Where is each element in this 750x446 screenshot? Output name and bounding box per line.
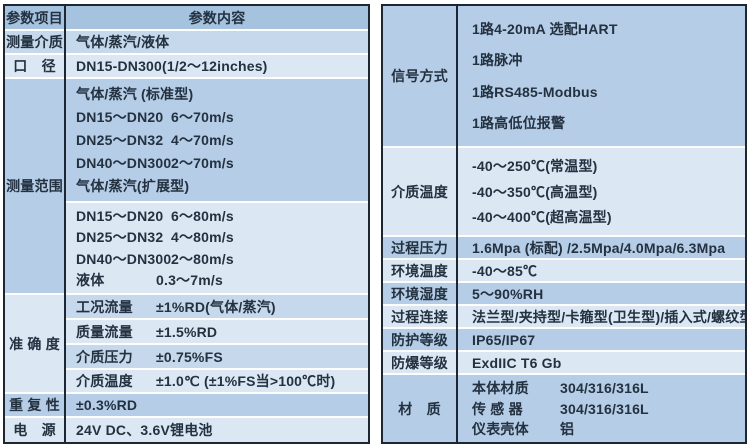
signal-line: 1路高低位报警	[472, 113, 745, 133]
param-content-header: 参数内容	[66, 6, 368, 29]
right-content-column: 1路4-20mA 选配HART 1路脉冲 1路RS485-Modbus 1路高低…	[456, 6, 745, 442]
signal-text: 1路高低位报警	[472, 114, 566, 131]
left-label-column: 参数项目 测量介质 口 径 测量范围 准 确 度 重 复 性 电 源	[5, 6, 64, 442]
range-text: 气体/蒸汽(扩展型)	[76, 178, 190, 194]
range-line: 气体/蒸汽(扩展型)	[76, 176, 368, 196]
range-speed: 4～70m/s	[171, 132, 234, 148]
accuracy-value: ±1%RD(气体/蒸汽)	[156, 298, 276, 315]
range-speed: 4～80m/s	[171, 229, 234, 246]
accuracy-value: ±0.75%FS	[156, 348, 223, 365]
signal-line: 1路4-20mA 选配HART	[472, 19, 745, 39]
row-label-pressure: 过程压力	[383, 235, 456, 258]
right-spec-table: 信号方式 介质温度 过程压力 环境温度 环境湿度 过程连接 防护等级 防爆等级 …	[381, 4, 747, 444]
range-text: 气体/蒸汽 (标准型)	[76, 86, 194, 102]
range-line: 液体 0.3～7m/s	[76, 270, 368, 290]
range-size: DN40～DN300	[76, 155, 172, 171]
row-label-medium-temp: 介质温度	[383, 146, 456, 235]
material-line: 仪表壳体 铝	[472, 419, 745, 439]
range-line: DN40～DN300 2～80m/s	[76, 249, 368, 269]
medium-temp-text: -40～400℃(超高温型)	[472, 209, 612, 226]
medium-temp-text: -40～250℃(常温型)	[472, 157, 598, 174]
accuracy-row: 质量流量 ±1.5%RD	[66, 318, 368, 343]
power-value: 24V DC、3.6V锂电池	[66, 416, 368, 442]
range-speed: 6～80m/s	[171, 208, 234, 225]
range-line: DN40～DN300 2～70m/s	[76, 153, 368, 173]
param-item-header: 参数项目	[5, 6, 64, 29]
accuracy-name: 工况流量	[76, 298, 133, 315]
ex-rating-value: ExdIIC T6 Gb	[458, 350, 745, 373]
material-line: 本体材质 304/316/316L	[472, 378, 745, 398]
material-value: 铝	[560, 421, 575, 438]
range-speed: 2～80m/s	[171, 250, 234, 267]
row-label-accuracy: 准 确 度	[5, 293, 64, 392]
range-size: DN25～DN32	[76, 229, 164, 246]
diameter-value: DN15-DN300(1/2～12inches)	[66, 53, 368, 77]
accuracy-name: 介质压力	[76, 348, 133, 365]
medium-temp-line: -40～350℃(高温型)	[472, 182, 745, 202]
range-size: DN40～DN300	[76, 250, 172, 267]
row-label-medium: 测量介质	[5, 29, 64, 53]
range-line: 气体/蒸汽 (标准型)	[76, 84, 368, 104]
range-speed: 6～70m/s	[171, 109, 234, 125]
range-line: DN25～DN32 4～80m/s	[76, 227, 368, 247]
material-lines: 本体材质 304/316/316L 传 感 器 304/316/316L 仪表壳体 铝	[458, 373, 745, 442]
row-label-ip-rating: 防护等级	[383, 327, 456, 350]
range-speed: 0.3～7m/s	[156, 271, 223, 288]
connection-value: 法兰型/夹持型/卡箍型(卫生型)/插入式/螺纹型	[458, 304, 745, 327]
row-label-ex-rating: 防爆等级	[383, 350, 456, 373]
accuracy-row: 介质压力 ±0.75%FS	[66, 343, 368, 368]
accuracy-name: 介质温度	[76, 373, 133, 389]
signal-text: 1路脉冲	[472, 52, 523, 69]
humidity-value: 5～90%RH	[458, 281, 745, 304]
signal-text: 1路RS485-Modbus	[472, 83, 598, 100]
row-label-power: 电 源	[5, 416, 64, 442]
row-label-connection: 过程连接	[383, 304, 456, 327]
repeatability-value: ±0.3%RD	[66, 392, 368, 416]
medium-temp-line: -40～250℃(常温型)	[472, 156, 745, 176]
signal-line: 1路RS485-Modbus	[472, 82, 745, 102]
accuracy-row: 介质温度 ±1.0℃ (±1%FS当>100℃时)	[66, 368, 368, 392]
row-label-repeatability: 重 复 性	[5, 392, 64, 416]
row-label-humidity: 环境湿度	[383, 281, 456, 304]
material-line: 传 感 器 304/316/316L	[472, 399, 745, 419]
measuring-medium-value: 气体/蒸汽/液体	[66, 29, 368, 53]
ambient-temp-value: -40～85℃	[458, 258, 745, 281]
material-name: 传 感 器	[472, 400, 523, 417]
material-value: 304/316/316L	[560, 400, 649, 417]
row-label-range: 测量范围	[5, 77, 64, 293]
material-name: 仪表壳体	[472, 421, 529, 438]
signal-line: 1路脉冲	[472, 50, 745, 70]
pressure-value: 1.6Mpa (标配) /2.5Mpa/4.0Mpa/6.3Mpa	[458, 235, 745, 258]
right-label-column: 信号方式 介质温度 过程压力 环境温度 环境湿度 过程连接 防护等级 防爆等级 …	[383, 6, 456, 442]
accuracy-name: 质量流量	[76, 323, 133, 340]
range-standard-band: 气体/蒸汽 (标准型) DN15～DN20 6～70m/s DN25～DN32 4～…	[66, 77, 368, 201]
range-size: DN15～DN20	[76, 208, 164, 225]
accuracy-value: ±1.0℃ (±1%FS当>100℃时)	[156, 373, 336, 389]
material-value: 304/316/316L	[560, 379, 649, 396]
left-spec-table: 参数项目 测量介质 口 径 测量范围 准 确 度 重 复 性 电 源 参数内容 …	[3, 4, 370, 444]
signal-text: 1路4-20mA 选配HART	[472, 21, 618, 38]
range-size: DN15～DN20	[76, 109, 164, 125]
left-content-column: 参数内容 气体/蒸汽/液体 DN15-DN300(1/2～12inches) 气…	[64, 6, 368, 442]
signal-lines: 1路4-20mA 选配HART 1路脉冲 1路RS485-Modbus 1路高低…	[458, 6, 745, 146]
medium-temp-text: -40～350℃(高温型)	[472, 183, 598, 200]
range-size: 液体	[76, 271, 105, 288]
accuracy-row: 工况流量 ±1%RD(气体/蒸汽)	[66, 293, 368, 318]
range-extended-band: DN15～DN20 6～80m/s DN25～DN32 4～80m/s DN40～D…	[66, 201, 368, 293]
row-label-signal: 信号方式	[383, 6, 456, 146]
material-name: 本体材质	[472, 379, 529, 396]
row-label-ambient-temp: 环境温度	[383, 258, 456, 281]
accuracy-value: ±1.5%RD	[156, 323, 218, 340]
ip-rating-value: IP65/IP67	[458, 327, 745, 350]
range-line: DN25～DN32 4～70m/s	[76, 130, 368, 150]
range-line: DN15～DN20 6～70m/s	[76, 107, 368, 127]
row-label-diameter: 口 径	[5, 53, 64, 77]
medium-temp-line: -40～400℃(超高温型)	[472, 207, 745, 227]
row-label-material: 材 质	[383, 373, 456, 442]
range-line: DN15～DN20 6～80m/s	[76, 206, 368, 226]
range-size: DN25～DN32	[76, 132, 164, 148]
medium-temp-lines: -40～250℃(常温型) -40～350℃(高温型) -40～400℃(超高温…	[458, 146, 745, 235]
range-speed: 2～70m/s	[171, 155, 234, 171]
